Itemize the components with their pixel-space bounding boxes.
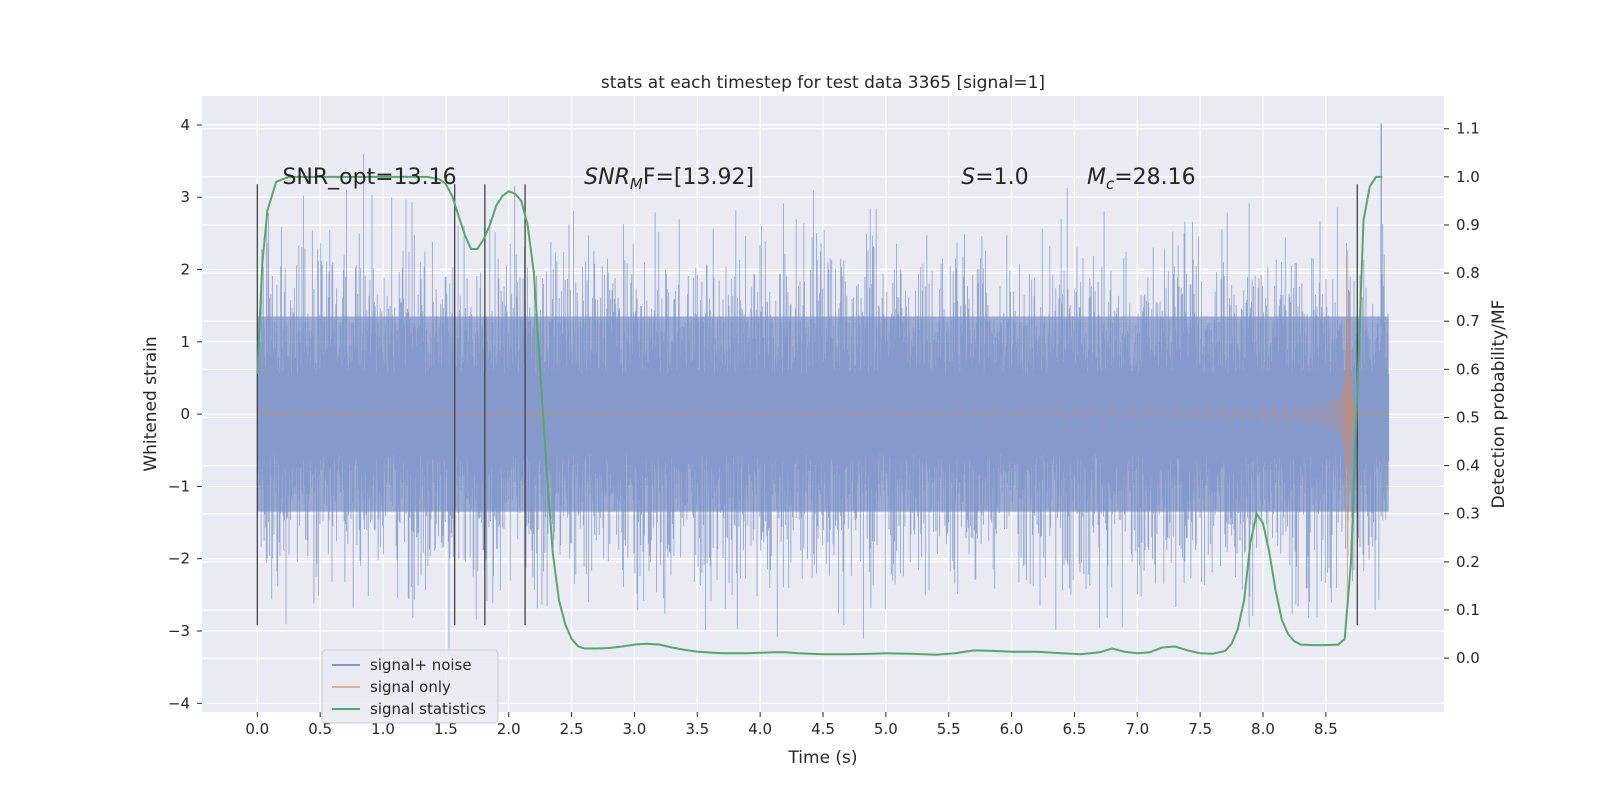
x-tick-label: 3.5 xyxy=(685,720,709,738)
y2-tick-label: 0.6 xyxy=(1456,360,1480,378)
y2-tick-label: 0.1 xyxy=(1456,601,1480,619)
y-tick-label: −2 xyxy=(168,550,190,568)
legend-label-stats: signal statistics xyxy=(370,700,486,718)
x-tick-label: 0.0 xyxy=(245,720,269,738)
x-tick-label: 2.0 xyxy=(497,720,521,738)
y-tick-label: 3 xyxy=(180,188,190,206)
x-tick-label: 6.0 xyxy=(1000,720,1024,738)
chart-title: stats at each timestep for test data 336… xyxy=(601,73,1045,93)
y-tick-label: 0 xyxy=(180,405,190,423)
x-axis-label: Time (s) xyxy=(787,748,857,768)
x-tick-label: 8.5 xyxy=(1314,720,1338,738)
y2-tick-label: 0.9 xyxy=(1456,216,1480,234)
statistics-trace xyxy=(256,175,1383,656)
annotations: SNR_opt=13.16 SNRMF=[13.92] S=1.0 Mc=28.16 xyxy=(282,165,1195,193)
y2-tick-label: 0.5 xyxy=(1456,408,1480,426)
x-tick-label: 1.0 xyxy=(371,720,395,738)
signal-only-series xyxy=(257,250,1389,603)
y2-tick-label: 0.2 xyxy=(1456,553,1480,571)
x-tick-label: 1.5 xyxy=(434,720,458,738)
y-axis-ticks: 4 3 2 1 0 −1 −2 −3 −4 xyxy=(168,116,202,712)
annotation-label: SNRMF=[13.92] xyxy=(584,165,754,193)
y2-tick-label: 0.0 xyxy=(1456,649,1480,667)
y2-tick-label: 0.8 xyxy=(1456,264,1480,282)
x-tick-label: 5.0 xyxy=(874,720,898,738)
x-tick-label: 8.0 xyxy=(1251,720,1275,738)
signal-plus-noise-series xyxy=(256,123,1390,649)
x-tick-label: 5.5 xyxy=(937,720,961,738)
x-axis-ticks: 0.0 0.5 1.0 1.5 2.0 2.5 3.0 3.5 4.0 4.5 5.0 5.5 6.0 6… xyxy=(245,712,1338,738)
x-tick-label: 4.5 xyxy=(811,720,835,738)
legend: signal+ noise signal only signal statist… xyxy=(321,649,499,724)
y2-axis-ticks: 1.1 1.0 0.9 0.8 0.7 0.6 0.5 0.4 0.3 0.2 0.1 0.0 xyxy=(1444,120,1480,667)
y2-tick-label: 1.0 xyxy=(1456,168,1480,186)
y2-tick-label: 1.1 xyxy=(1456,120,1480,138)
x-tick-label: 3.0 xyxy=(623,720,647,738)
y-tick-label: 4 xyxy=(180,116,190,134)
x-tick-label: 7.0 xyxy=(1125,720,1149,738)
y-tick-label: 1 xyxy=(180,333,190,351)
x-tick-label: 2.5 xyxy=(560,720,584,738)
legend-box xyxy=(321,649,499,724)
annotation-label: SNR_opt=13.16 xyxy=(282,165,456,190)
y2-tick-label: 0.3 xyxy=(1456,505,1480,523)
y2-tick-label: 0.7 xyxy=(1456,312,1480,330)
legend-label-noise: signal+ noise xyxy=(370,656,472,674)
y2-tick-label: 0.4 xyxy=(1456,457,1480,475)
x-tick-label: 0.5 xyxy=(308,720,332,738)
legend-label-signal: signal only xyxy=(370,678,451,696)
y-tick-label: −3 xyxy=(168,622,190,640)
y-axis-label: Whitened strain xyxy=(141,336,161,471)
signal-trace xyxy=(257,250,1389,603)
x-tick-label: 7.5 xyxy=(1188,720,1212,738)
x-tick-label: 4.0 xyxy=(748,720,772,738)
y2-axis-label: Detection probability/MF xyxy=(1489,300,1509,509)
y-tick-label: 2 xyxy=(180,261,190,279)
annotation-label: Mc=28.16 xyxy=(1087,165,1196,193)
x-tick-label: 6.5 xyxy=(1062,720,1086,738)
annotation-label: S=1.0 xyxy=(961,165,1028,190)
signal-statistics-series xyxy=(256,175,1383,656)
y-tick-label: −1 xyxy=(168,477,190,495)
y-tick-label: −4 xyxy=(168,694,190,712)
